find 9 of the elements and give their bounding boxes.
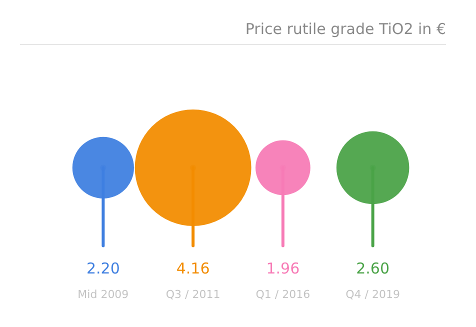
data-label: 2.60 bbox=[356, 260, 390, 278]
text: Price rutile grade TiO2 in € bbox=[245, 20, 446, 38]
data-label: 2.20 bbox=[86, 260, 120, 278]
category-label: Mid 2009 bbox=[78, 288, 129, 302]
category-label: Q1 / 2016 bbox=[256, 288, 310, 302]
data-label: 1.96 bbox=[266, 260, 300, 278]
data-label: 4.16 bbox=[176, 260, 210, 278]
category-label: Q3 / 2011 bbox=[166, 288, 220, 302]
category-label: Q4 / 2019 bbox=[346, 288, 400, 302]
